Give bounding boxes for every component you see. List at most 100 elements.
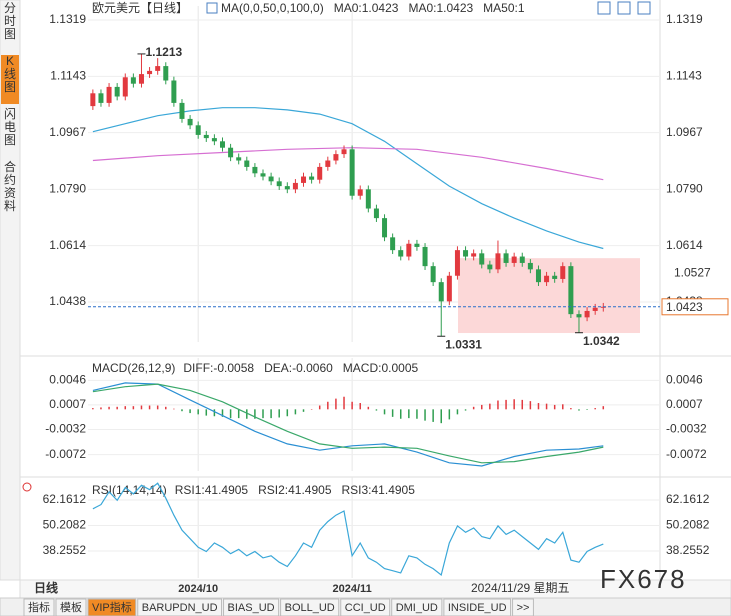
bottom-tab[interactable]: INSIDE_UD [448, 602, 507, 614]
legend-entry: MA50:1 [483, 1, 525, 15]
macd-bar [124, 406, 127, 410]
macd-bar [294, 409, 297, 415]
bottom-tab[interactable]: >> [517, 602, 530, 614]
candle-body [438, 282, 444, 302]
candle-body [130, 77, 136, 84]
candle-body [203, 134, 209, 139]
legend-entry: MA0:1.0423 [408, 1, 473, 15]
candle-body [398, 250, 404, 257]
candle-body [414, 243, 420, 247]
macd-bar [254, 409, 256, 419]
side-tab-char: 合 [4, 159, 16, 174]
side-tab[interactable]: 分时图 [4, 1, 16, 41]
side-tab-char: 约 [4, 172, 16, 187]
macd-bar [197, 409, 199, 415]
candle-body [260, 173, 266, 177]
macd-bar [310, 409, 313, 410]
y-tick-label-right: 1.0614 [666, 238, 703, 252]
legend-entry: RSI1:41.4905 [175, 483, 249, 497]
bottom-tab[interactable]: CCI_UD [345, 602, 386, 614]
legend-entry: DIFF:-0.0058 [183, 361, 254, 375]
macd-bar [602, 406, 605, 410]
bottom-tab[interactable]: 模板 [60, 600, 82, 614]
macd-bar [156, 405, 159, 410]
candle-body [171, 80, 177, 103]
candle-body [163, 66, 169, 81]
icon[interactable] [206, 2, 218, 14]
bottom-tab[interactable]: BOLL_UD [285, 602, 335, 614]
icon[interactable] [597, 1, 611, 15]
settings-icon[interactable] [22, 482, 32, 492]
macd-bar [481, 404, 483, 410]
side-tab-char: K [6, 54, 14, 68]
macd-bar [318, 405, 321, 410]
candle-body [122, 77, 128, 97]
candle-body [560, 266, 566, 279]
icon[interactable] [637, 1, 651, 15]
macd-bar [578, 409, 580, 411]
y-tick-label: 38.2552 [43, 543, 87, 557]
macd-bar [464, 409, 467, 411]
macd-bar [505, 399, 507, 410]
macd-bar [100, 407, 102, 410]
candle-body [244, 160, 250, 167]
candle-body [373, 208, 379, 219]
legend-entry: MACD:0.0005 [343, 361, 419, 375]
candle-body [252, 166, 258, 174]
side-tab[interactable]: 闪电图 [4, 107, 16, 147]
y-tick-label: 62.1612 [43, 492, 87, 506]
candle-body [292, 182, 298, 190]
macd-bar [497, 400, 499, 410]
icon[interactable] [617, 1, 631, 15]
side-tab-char: 分 [4, 1, 16, 15]
bottom-tab[interactable]: BARUPDN_UD [142, 602, 218, 614]
candle-body [195, 125, 201, 135]
chart-subtitle: 【日线】 [140, 1, 188, 15]
bottom-tab-box [512, 598, 534, 616]
candle-body [90, 93, 96, 107]
side-tab[interactable]: 合约资料 [4, 159, 16, 213]
macd-bar [570, 408, 572, 410]
y-tick-label: 1.0790 [49, 181, 86, 195]
macd-bar [408, 409, 410, 419]
candle-body [301, 176, 307, 183]
candle-body [471, 253, 477, 257]
macd-bar [140, 405, 143, 410]
macd-bar [537, 403, 540, 410]
candle-body [527, 262, 533, 270]
macd-bar [383, 409, 386, 415]
candle-body [535, 269, 541, 283]
bottom-tab[interactable]: VIP指标 [92, 600, 132, 614]
macd-bar [237, 409, 240, 419]
y-tick-label-right: 1.0967 [666, 125, 703, 139]
macd-bar [221, 409, 224, 417]
side-tab[interactable]: K 线图 [4, 54, 16, 94]
macd-bar [229, 409, 232, 419]
watermark: FX678 [600, 564, 687, 594]
y-tick-label: 0.0046 [49, 373, 86, 387]
candle-body [325, 160, 331, 167]
candle-body [454, 250, 460, 276]
macd-bar [416, 409, 418, 419]
candle-body [584, 310, 590, 318]
last-price-label: 1.0423 [666, 300, 703, 314]
macd-bar [108, 406, 110, 410]
y-tick-label-right: 1.1319 [666, 12, 703, 26]
candle-body [114, 86, 120, 97]
side-tab-char: 闪 [4, 107, 16, 121]
period-label[interactable]: 日线 [34, 580, 58, 595]
bottom-tab-box [340, 598, 391, 616]
candle-body [519, 256, 525, 263]
candle-body [219, 141, 225, 148]
candle-body [309, 176, 315, 180]
side-tab-char: 图 [4, 133, 16, 147]
chart-title: MACD(26,12,9) [92, 361, 175, 375]
bottom-tab[interactable]: DMI_UD [396, 602, 438, 614]
bottom-tab[interactable]: 指标 [28, 600, 50, 614]
y-tick-label: 50.2082 [43, 518, 87, 532]
candle-body [511, 256, 517, 263]
candle-body [349, 149, 355, 196]
bottom-tab[interactable]: BIAS_UD [228, 602, 275, 614]
y-tick-label: 1.1143 [50, 69, 86, 83]
